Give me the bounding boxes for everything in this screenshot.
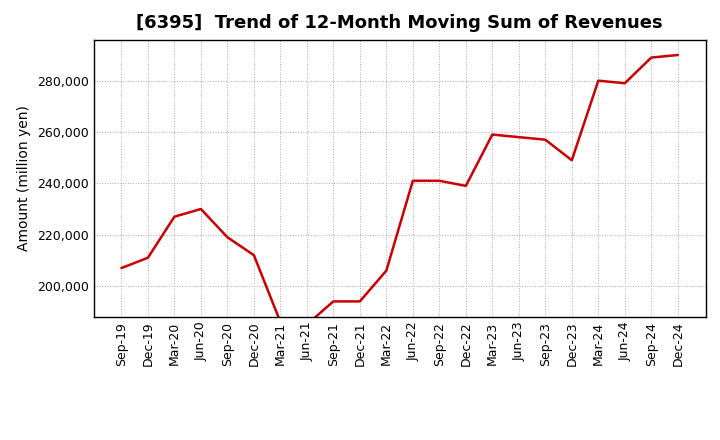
Y-axis label: Amount (million yen): Amount (million yen) — [17, 105, 31, 251]
Title: [6395]  Trend of 12-Month Moving Sum of Revenues: [6395] Trend of 12-Month Moving Sum of R… — [136, 15, 663, 33]
